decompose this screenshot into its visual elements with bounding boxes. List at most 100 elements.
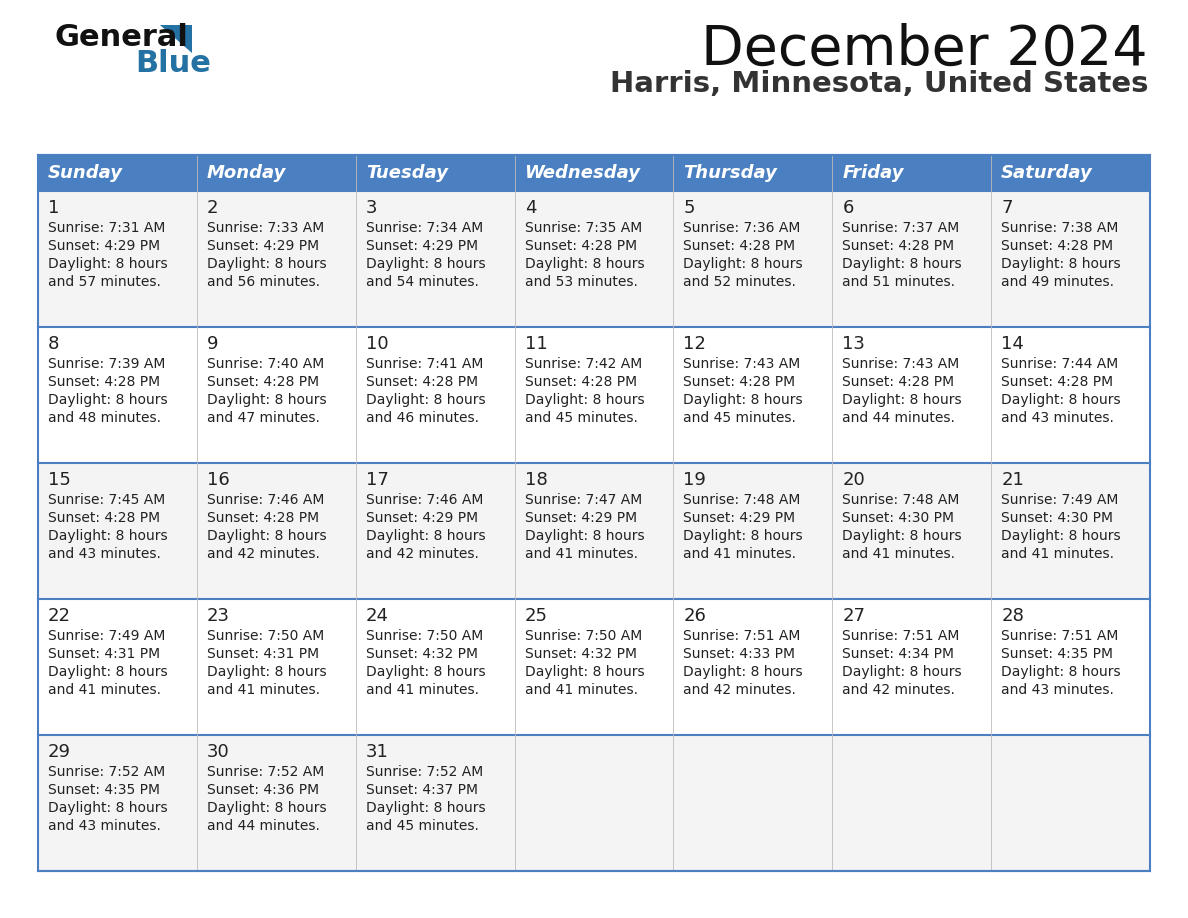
Text: Sunrise: 7:52 AM: Sunrise: 7:52 AM bbox=[366, 765, 484, 779]
Text: Daylight: 8 hours: Daylight: 8 hours bbox=[842, 529, 962, 543]
Text: 13: 13 bbox=[842, 335, 865, 353]
Text: Daylight: 8 hours: Daylight: 8 hours bbox=[842, 665, 962, 679]
Text: and 43 minutes.: and 43 minutes. bbox=[1001, 411, 1114, 425]
Text: Sunset: 4:34 PM: Sunset: 4:34 PM bbox=[842, 647, 954, 661]
Text: Sunrise: 7:36 AM: Sunrise: 7:36 AM bbox=[683, 221, 801, 235]
Text: Sunrise: 7:40 AM: Sunrise: 7:40 AM bbox=[207, 357, 324, 371]
Text: and 48 minutes.: and 48 minutes. bbox=[48, 411, 162, 425]
Text: Sunset: 4:29 PM: Sunset: 4:29 PM bbox=[525, 511, 637, 525]
Text: and 41 minutes.: and 41 minutes. bbox=[683, 547, 796, 561]
Text: Daylight: 8 hours: Daylight: 8 hours bbox=[842, 257, 962, 271]
Text: Sunset: 4:29 PM: Sunset: 4:29 PM bbox=[683, 511, 796, 525]
Text: Tuesday: Tuesday bbox=[366, 164, 448, 182]
Text: and 43 minutes.: and 43 minutes. bbox=[48, 547, 160, 561]
Text: and 41 minutes.: and 41 minutes. bbox=[366, 683, 479, 697]
Text: and 44 minutes.: and 44 minutes. bbox=[207, 819, 320, 833]
Text: 8: 8 bbox=[48, 335, 59, 353]
Text: Sunset: 4:36 PM: Sunset: 4:36 PM bbox=[207, 783, 320, 797]
Text: Sunrise: 7:49 AM: Sunrise: 7:49 AM bbox=[1001, 493, 1119, 507]
Text: Sunset: 4:31 PM: Sunset: 4:31 PM bbox=[48, 647, 160, 661]
Text: 23: 23 bbox=[207, 607, 229, 625]
Text: 30: 30 bbox=[207, 743, 229, 761]
Text: Daylight: 8 hours: Daylight: 8 hours bbox=[683, 665, 803, 679]
Text: Sunrise: 7:42 AM: Sunrise: 7:42 AM bbox=[525, 357, 642, 371]
Text: Sunrise: 7:49 AM: Sunrise: 7:49 AM bbox=[48, 629, 165, 643]
Text: 12: 12 bbox=[683, 335, 707, 353]
Text: 17: 17 bbox=[366, 471, 388, 489]
Text: 2: 2 bbox=[207, 199, 219, 217]
Text: 1: 1 bbox=[48, 199, 59, 217]
Text: Sunrise: 7:37 AM: Sunrise: 7:37 AM bbox=[842, 221, 960, 235]
Text: Sunrise: 7:51 AM: Sunrise: 7:51 AM bbox=[1001, 629, 1119, 643]
Text: and 57 minutes.: and 57 minutes. bbox=[48, 275, 160, 289]
Text: Daylight: 8 hours: Daylight: 8 hours bbox=[207, 393, 327, 407]
Text: Daylight: 8 hours: Daylight: 8 hours bbox=[1001, 665, 1120, 679]
Text: Sunset: 4:28 PM: Sunset: 4:28 PM bbox=[525, 375, 637, 389]
Text: and 42 minutes.: and 42 minutes. bbox=[366, 547, 479, 561]
Text: Sunrise: 7:39 AM: Sunrise: 7:39 AM bbox=[48, 357, 165, 371]
Text: Sunset: 4:35 PM: Sunset: 4:35 PM bbox=[1001, 647, 1113, 661]
Text: Sunset: 4:28 PM: Sunset: 4:28 PM bbox=[207, 511, 320, 525]
Text: Sunset: 4:35 PM: Sunset: 4:35 PM bbox=[48, 783, 160, 797]
Text: and 42 minutes.: and 42 minutes. bbox=[842, 683, 955, 697]
Text: Sunrise: 7:52 AM: Sunrise: 7:52 AM bbox=[207, 765, 324, 779]
Text: Daylight: 8 hours: Daylight: 8 hours bbox=[1001, 257, 1120, 271]
Text: Sunset: 4:29 PM: Sunset: 4:29 PM bbox=[366, 239, 478, 253]
Text: Sunset: 4:29 PM: Sunset: 4:29 PM bbox=[366, 511, 478, 525]
Text: Sunset: 4:28 PM: Sunset: 4:28 PM bbox=[683, 375, 796, 389]
Text: and 54 minutes.: and 54 minutes. bbox=[366, 275, 479, 289]
Text: Sunset: 4:30 PM: Sunset: 4:30 PM bbox=[1001, 511, 1113, 525]
Text: Daylight: 8 hours: Daylight: 8 hours bbox=[207, 529, 327, 543]
Text: Thursday: Thursday bbox=[683, 164, 777, 182]
Text: Friday: Friday bbox=[842, 164, 904, 182]
Text: Sunset: 4:28 PM: Sunset: 4:28 PM bbox=[1001, 239, 1113, 253]
Text: Daylight: 8 hours: Daylight: 8 hours bbox=[525, 665, 644, 679]
Text: 15: 15 bbox=[48, 471, 71, 489]
Text: and 41 minutes.: and 41 minutes. bbox=[48, 683, 162, 697]
Bar bbox=[38, 155, 1150, 191]
Text: Daylight: 8 hours: Daylight: 8 hours bbox=[366, 665, 486, 679]
Text: and 43 minutes.: and 43 minutes. bbox=[1001, 683, 1114, 697]
Text: Sunrise: 7:51 AM: Sunrise: 7:51 AM bbox=[683, 629, 801, 643]
Text: Sunrise: 7:33 AM: Sunrise: 7:33 AM bbox=[207, 221, 324, 235]
Text: and 52 minutes.: and 52 minutes. bbox=[683, 275, 796, 289]
Text: Sunrise: 7:48 AM: Sunrise: 7:48 AM bbox=[683, 493, 801, 507]
Text: Sunset: 4:37 PM: Sunset: 4:37 PM bbox=[366, 783, 478, 797]
Text: and 41 minutes.: and 41 minutes. bbox=[525, 547, 638, 561]
Text: 6: 6 bbox=[842, 199, 854, 217]
Text: Daylight: 8 hours: Daylight: 8 hours bbox=[525, 257, 644, 271]
Text: Sunrise: 7:50 AM: Sunrise: 7:50 AM bbox=[366, 629, 484, 643]
Text: Sunrise: 7:31 AM: Sunrise: 7:31 AM bbox=[48, 221, 165, 235]
Text: 29: 29 bbox=[48, 743, 71, 761]
Text: Daylight: 8 hours: Daylight: 8 hours bbox=[207, 801, 327, 815]
Text: Sunrise: 7:47 AM: Sunrise: 7:47 AM bbox=[525, 493, 642, 507]
Text: Sunset: 4:32 PM: Sunset: 4:32 PM bbox=[525, 647, 637, 661]
Text: General: General bbox=[55, 23, 189, 52]
Text: and 45 minutes.: and 45 minutes. bbox=[683, 411, 796, 425]
Text: Daylight: 8 hours: Daylight: 8 hours bbox=[525, 393, 644, 407]
Text: Daylight: 8 hours: Daylight: 8 hours bbox=[1001, 393, 1120, 407]
Text: and 51 minutes.: and 51 minutes. bbox=[842, 275, 955, 289]
Text: Sunrise: 7:38 AM: Sunrise: 7:38 AM bbox=[1001, 221, 1119, 235]
Text: Daylight: 8 hours: Daylight: 8 hours bbox=[525, 529, 644, 543]
Text: and 42 minutes.: and 42 minutes. bbox=[683, 683, 796, 697]
Text: 31: 31 bbox=[366, 743, 388, 761]
Bar bbox=[38, 327, 1150, 463]
Text: 18: 18 bbox=[525, 471, 548, 489]
Text: Sunset: 4:28 PM: Sunset: 4:28 PM bbox=[525, 239, 637, 253]
Text: 27: 27 bbox=[842, 607, 865, 625]
Text: and 41 minutes.: and 41 minutes. bbox=[207, 683, 320, 697]
Text: 5: 5 bbox=[683, 199, 695, 217]
Text: Sunset: 4:28 PM: Sunset: 4:28 PM bbox=[48, 375, 160, 389]
Text: Wednesday: Wednesday bbox=[525, 164, 640, 182]
Text: Daylight: 8 hours: Daylight: 8 hours bbox=[207, 665, 327, 679]
Text: and 43 minutes.: and 43 minutes. bbox=[48, 819, 160, 833]
Text: and 46 minutes.: and 46 minutes. bbox=[366, 411, 479, 425]
Text: Daylight: 8 hours: Daylight: 8 hours bbox=[366, 257, 486, 271]
Text: Sunrise: 7:43 AM: Sunrise: 7:43 AM bbox=[842, 357, 960, 371]
Text: Sunrise: 7:43 AM: Sunrise: 7:43 AM bbox=[683, 357, 801, 371]
Text: 11: 11 bbox=[525, 335, 548, 353]
Text: Sunset: 4:28 PM: Sunset: 4:28 PM bbox=[1001, 375, 1113, 389]
Text: Sunday: Sunday bbox=[48, 164, 124, 182]
Text: 4: 4 bbox=[525, 199, 536, 217]
